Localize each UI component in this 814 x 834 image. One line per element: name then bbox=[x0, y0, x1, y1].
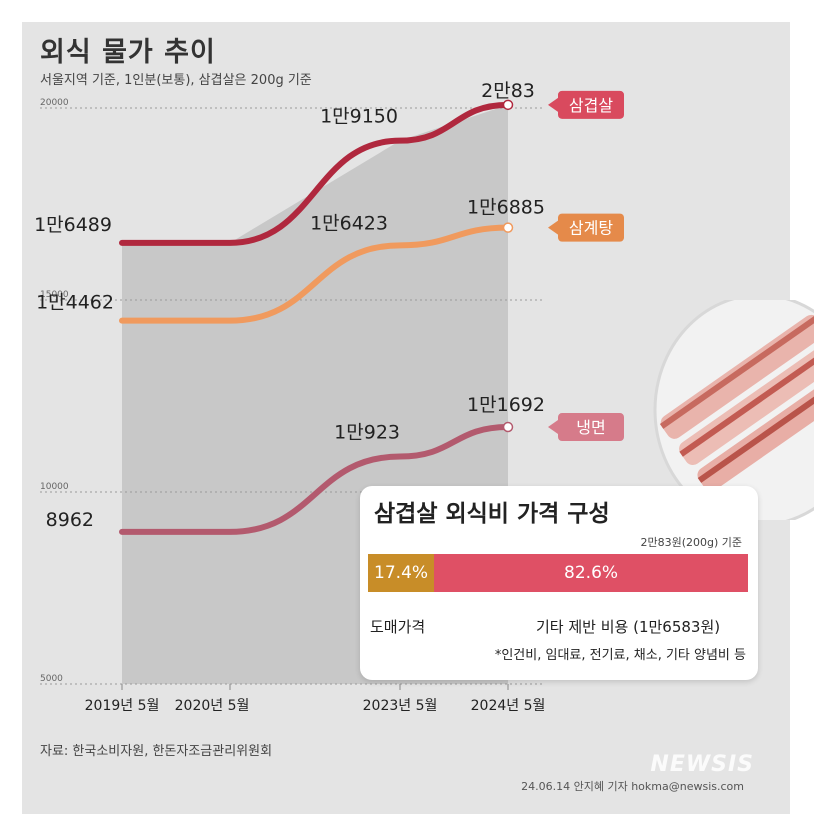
data-label: 1만6489 bbox=[34, 214, 112, 236]
data-label: 1만1692 bbox=[467, 394, 545, 416]
series-endpoint-삼계탕 bbox=[502, 222, 514, 233]
newsis-logo: NEWSIS bbox=[650, 752, 754, 777]
cost-breakdown-title: 삼겹살 외식비 가격 구성 bbox=[374, 501, 610, 527]
series-endpoint-삼겹살 bbox=[502, 99, 514, 111]
other-costs-label: 기타 제반 비용 (1만6583원) bbox=[536, 618, 721, 636]
chart-title: 외식 물가 추이 bbox=[40, 37, 216, 68]
y-tick-label: 10000 bbox=[40, 482, 69, 492]
data-label: 2만83 bbox=[481, 80, 535, 102]
series-line-삼계탕 bbox=[119, 224, 511, 324]
cost-breakdown-note: 2만83원(200g) 기준 bbox=[640, 536, 742, 549]
cost-breakdown-bar: 17.4% 82.6% bbox=[368, 554, 748, 592]
legend-tag-pointer bbox=[548, 220, 558, 235]
x-tick-label: 2024년 5월 bbox=[471, 698, 546, 714]
byline-credit: 24.06.14 안지혜 기자 hokma@newsis.com bbox=[521, 780, 744, 793]
wholesale-label: 도매가격 bbox=[370, 618, 426, 636]
pork-belly-photo bbox=[653, 300, 814, 520]
y-tick-label: 5000 bbox=[40, 674, 63, 684]
series-line-냉면 bbox=[119, 424, 511, 535]
x-tick-label: 2019년 5월 bbox=[85, 698, 160, 714]
legend-tag-pointer bbox=[548, 420, 558, 435]
other-costs-footnote: *인건비, 임대료, 전기료, 채소, 기타 양념비 등 bbox=[494, 648, 746, 663]
legend-tag-냉면 bbox=[558, 413, 624, 442]
legend-label: 냉면 bbox=[576, 418, 605, 437]
data-label: 1만6885 bbox=[467, 197, 545, 219]
data-label: 1만923 bbox=[334, 422, 400, 444]
data-label: 1만4462 bbox=[36, 292, 114, 314]
legend-tag-삼계탕 bbox=[558, 213, 624, 242]
cost-breakdown-card: 삼겹살 외식비 가격 구성 2만83원(200g) 기준 17.4% 82.6%… bbox=[360, 486, 758, 680]
legend-tag-pointer bbox=[548, 97, 558, 112]
other-costs-segment: 82.6% bbox=[434, 554, 748, 592]
y-tick-label: 15000 bbox=[40, 290, 69, 300]
x-tick-label: 2020년 5월 bbox=[175, 698, 250, 714]
data-label: 8962 bbox=[46, 509, 94, 531]
legend-label: 삼계탕 bbox=[569, 219, 613, 238]
series-line-삼겹살 bbox=[119, 101, 511, 246]
data-label: 1만6423 bbox=[310, 212, 388, 234]
chart-subtitle: 서울지역 기준, 1인분(보통), 삼겹살은 200g 기준 bbox=[40, 73, 312, 88]
series-endpoint-냉면 bbox=[502, 421, 514, 433]
wholesale-segment: 17.4% bbox=[368, 554, 435, 592]
source-note: 자료: 한국소비자원, 한돈자조금관리위원회 bbox=[40, 744, 273, 759]
legend-label: 삼겹살 bbox=[569, 96, 613, 115]
y-tick-label: 20000 bbox=[40, 98, 69, 108]
x-tick-label: 2023년 5월 bbox=[363, 698, 438, 714]
legend-tag-삼겹살 bbox=[558, 90, 624, 119]
data-label: 1만9150 bbox=[320, 106, 398, 128]
